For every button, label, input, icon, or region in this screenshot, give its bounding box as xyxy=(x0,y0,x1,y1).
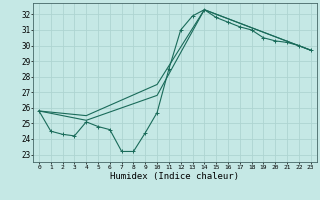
X-axis label: Humidex (Indice chaleur): Humidex (Indice chaleur) xyxy=(110,172,239,181)
